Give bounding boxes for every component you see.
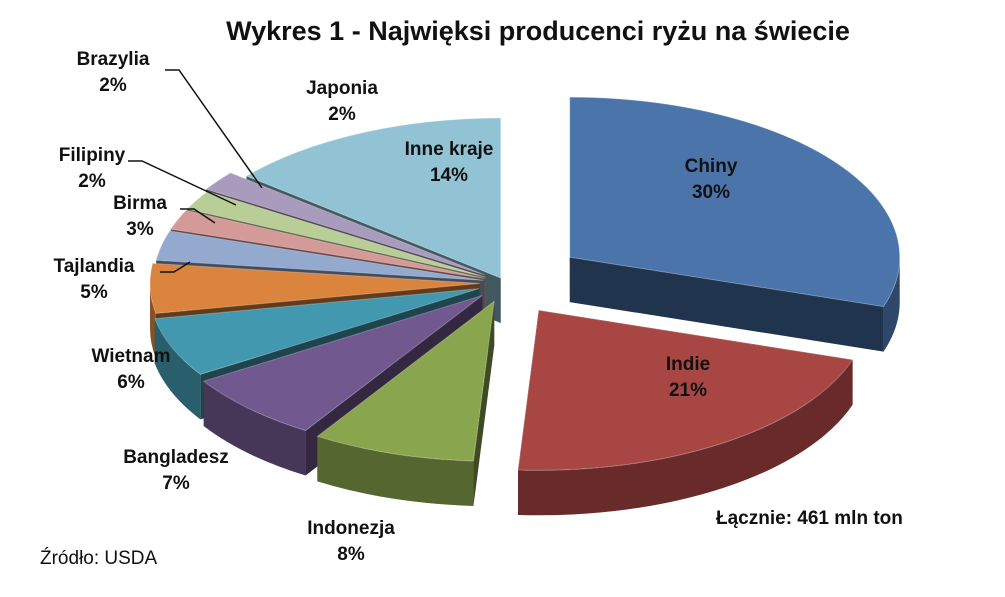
slice-rim (150, 283, 156, 359)
slice-value-label: 30% (692, 182, 730, 203)
slice-name-label: Indie (666, 354, 710, 375)
slice-value-label: 2% (328, 104, 356, 125)
leader-lines (128, 69, 263, 273)
slice-indonezja (316, 300, 495, 506)
slice-top (154, 288, 480, 375)
chart-title: Wykres 1 - Najwięksi producenci ryżu na … (226, 16, 850, 46)
slice-name-label: Brazylia (77, 49, 150, 70)
slice-indie (517, 309, 854, 516)
slice-name-label: Wietnam (91, 346, 170, 367)
slice-top (245, 117, 502, 279)
slice-top (517, 309, 854, 471)
source-annotation: Źródło: USDA (40, 548, 158, 569)
slice-value-label: 21% (669, 380, 707, 401)
slice-top (316, 300, 495, 462)
total-annotation: Łącznie: 461 mln ton (716, 508, 903, 529)
leader-line (128, 160, 237, 206)
slice-labels: Chiny 30% Indie 21% Indonezja 8% Bangladesz 7% W… (54, 49, 738, 565)
slice-name-label: Birma (113, 193, 167, 214)
slice-name-label: Bangladesz (123, 447, 229, 468)
slice-name-label: Indonezja (307, 518, 395, 539)
slice-value-label: 6% (117, 372, 145, 393)
slice-name-label: Tajlandia (54, 256, 135, 277)
slice-chiny (569, 96, 901, 352)
slice-name-label: Inne kraje (405, 139, 494, 160)
slice-value-label: 8% (337, 544, 365, 565)
slice-top (205, 172, 485, 276)
slice-rim (883, 257, 900, 352)
slice-top (202, 294, 483, 432)
slice-name-label: Chiny (685, 156, 738, 177)
slice-wall (569, 257, 884, 352)
slice-rim (317, 436, 474, 506)
slice-rim (154, 318, 201, 420)
slice-top (169, 209, 485, 280)
leader-line (160, 261, 191, 273)
slice-rim (518, 359, 853, 516)
slice-value-label: 3% (126, 219, 154, 240)
slice-value-label: 5% (80, 282, 108, 303)
slice-value-label: 14% (430, 165, 468, 186)
slice-value-label: 2% (78, 171, 106, 192)
leader-line (180, 208, 216, 224)
slice-name-label: Filipiny (59, 145, 126, 166)
slice-top (569, 96, 901, 308)
slice-top (149, 262, 481, 314)
slice-name-label: Japonia (306, 78, 378, 99)
pie-slices (149, 96, 901, 516)
slice-value-label: 7% (162, 473, 190, 494)
slice-top (155, 230, 484, 281)
slice-wall (473, 301, 495, 506)
leader-line (165, 69, 263, 189)
slice-rim (203, 381, 306, 476)
slice-value-label: 2% (99, 75, 127, 96)
